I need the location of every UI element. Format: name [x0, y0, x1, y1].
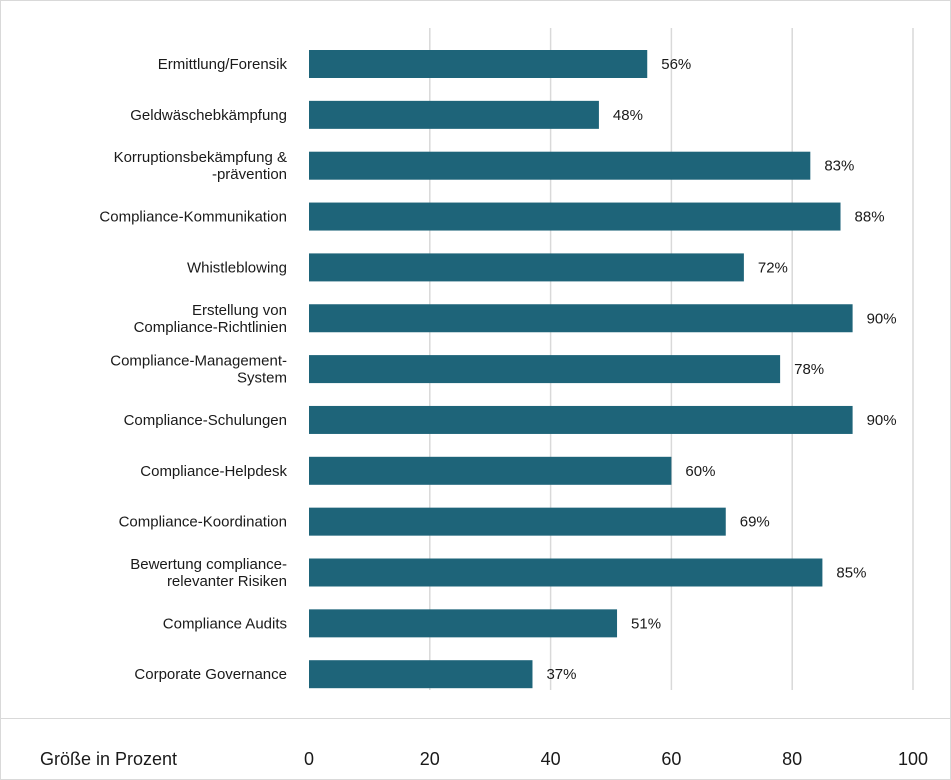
category-label: Ermittlung/Forensik: [158, 56, 288, 73]
bar: [309, 609, 618, 638]
value-label: 85%: [836, 565, 866, 582]
bar: [309, 50, 648, 78]
bar: [309, 405, 853, 434]
x-tick-labels: 0 20 40 60 80 100: [304, 749, 928, 769]
value-label: 90%: [867, 412, 897, 429]
category-label: Erstellung von Compliance-Richtlinien: [134, 302, 287, 336]
x-tick-label: 20: [420, 749, 440, 769]
category-label: Korruptionsbekämpfung & -prävention: [114, 149, 287, 183]
value-label: 60%: [685, 463, 715, 480]
x-tick-label: 100: [898, 749, 928, 769]
category-label: Compliance-Helpdesk: [140, 463, 287, 480]
category-label: Corporate Governance: [134, 666, 287, 683]
value-label: 72%: [758, 259, 788, 276]
value-label: 51%: [631, 615, 661, 632]
value-label: 56%: [661, 56, 691, 73]
x-tick-label: 60: [661, 749, 681, 769]
value-label: 90%: [867, 310, 897, 327]
value-label: 83%: [824, 158, 854, 175]
x-tick-label: 0: [304, 749, 314, 769]
category-label: Compliance-Management-System: [110, 353, 287, 387]
value-label: 78%: [794, 361, 824, 378]
value-label: 37%: [546, 666, 576, 683]
category-label: Compliance-Kommunikation: [99, 209, 287, 226]
category-label: Compliance-Schulungen: [124, 412, 287, 429]
bar: [309, 202, 841, 231]
bar: [309, 456, 672, 485]
bar: [309, 100, 599, 129]
category-label: Geldwäschebkämpfung: [130, 107, 287, 124]
bar: [309, 304, 853, 333]
axis-divider: [1, 718, 950, 719]
category-label: Whistleblowing: [187, 259, 287, 276]
bar: [309, 151, 811, 180]
value-labels: 56% 48% 83% 88% 72% 90% 78% 90% 60% 69% 85% 51% 37%: [546, 56, 896, 683]
bar: [309, 660, 533, 689]
value-label: 48%: [613, 107, 643, 124]
bar: [309, 507, 726, 536]
category-label: Compliance-Koordination: [119, 514, 287, 531]
value-label: 88%: [855, 209, 885, 226]
x-tick-label: 40: [541, 749, 561, 769]
bar: [309, 558, 823, 587]
category-label: Compliance Audits: [163, 615, 287, 632]
category-label: Bewertung compliance-relevanter Risiken: [130, 556, 287, 590]
x-axis-title: Größe in Prozent: [40, 749, 177, 769]
x-tick-label: 80: [782, 749, 802, 769]
value-label: 69%: [740, 514, 770, 531]
bars: [309, 50, 853, 689]
category-labels: Ermittlung/Forensik Geldwäschebkämpfung Ko…: [99, 56, 287, 683]
bar: [309, 355, 781, 384]
bar: [309, 253, 744, 282]
